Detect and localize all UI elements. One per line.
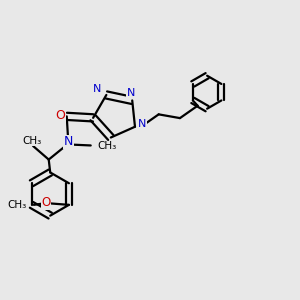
- Text: N: N: [138, 119, 147, 129]
- Text: N: N: [64, 135, 73, 148]
- Text: CH₃: CH₃: [22, 136, 41, 146]
- Text: O: O: [41, 196, 50, 209]
- Text: O: O: [55, 109, 65, 122]
- Text: CH₃: CH₃: [97, 141, 117, 152]
- Text: N: N: [93, 84, 101, 94]
- Text: CH₃: CH₃: [7, 200, 26, 210]
- Text: N: N: [127, 88, 135, 98]
